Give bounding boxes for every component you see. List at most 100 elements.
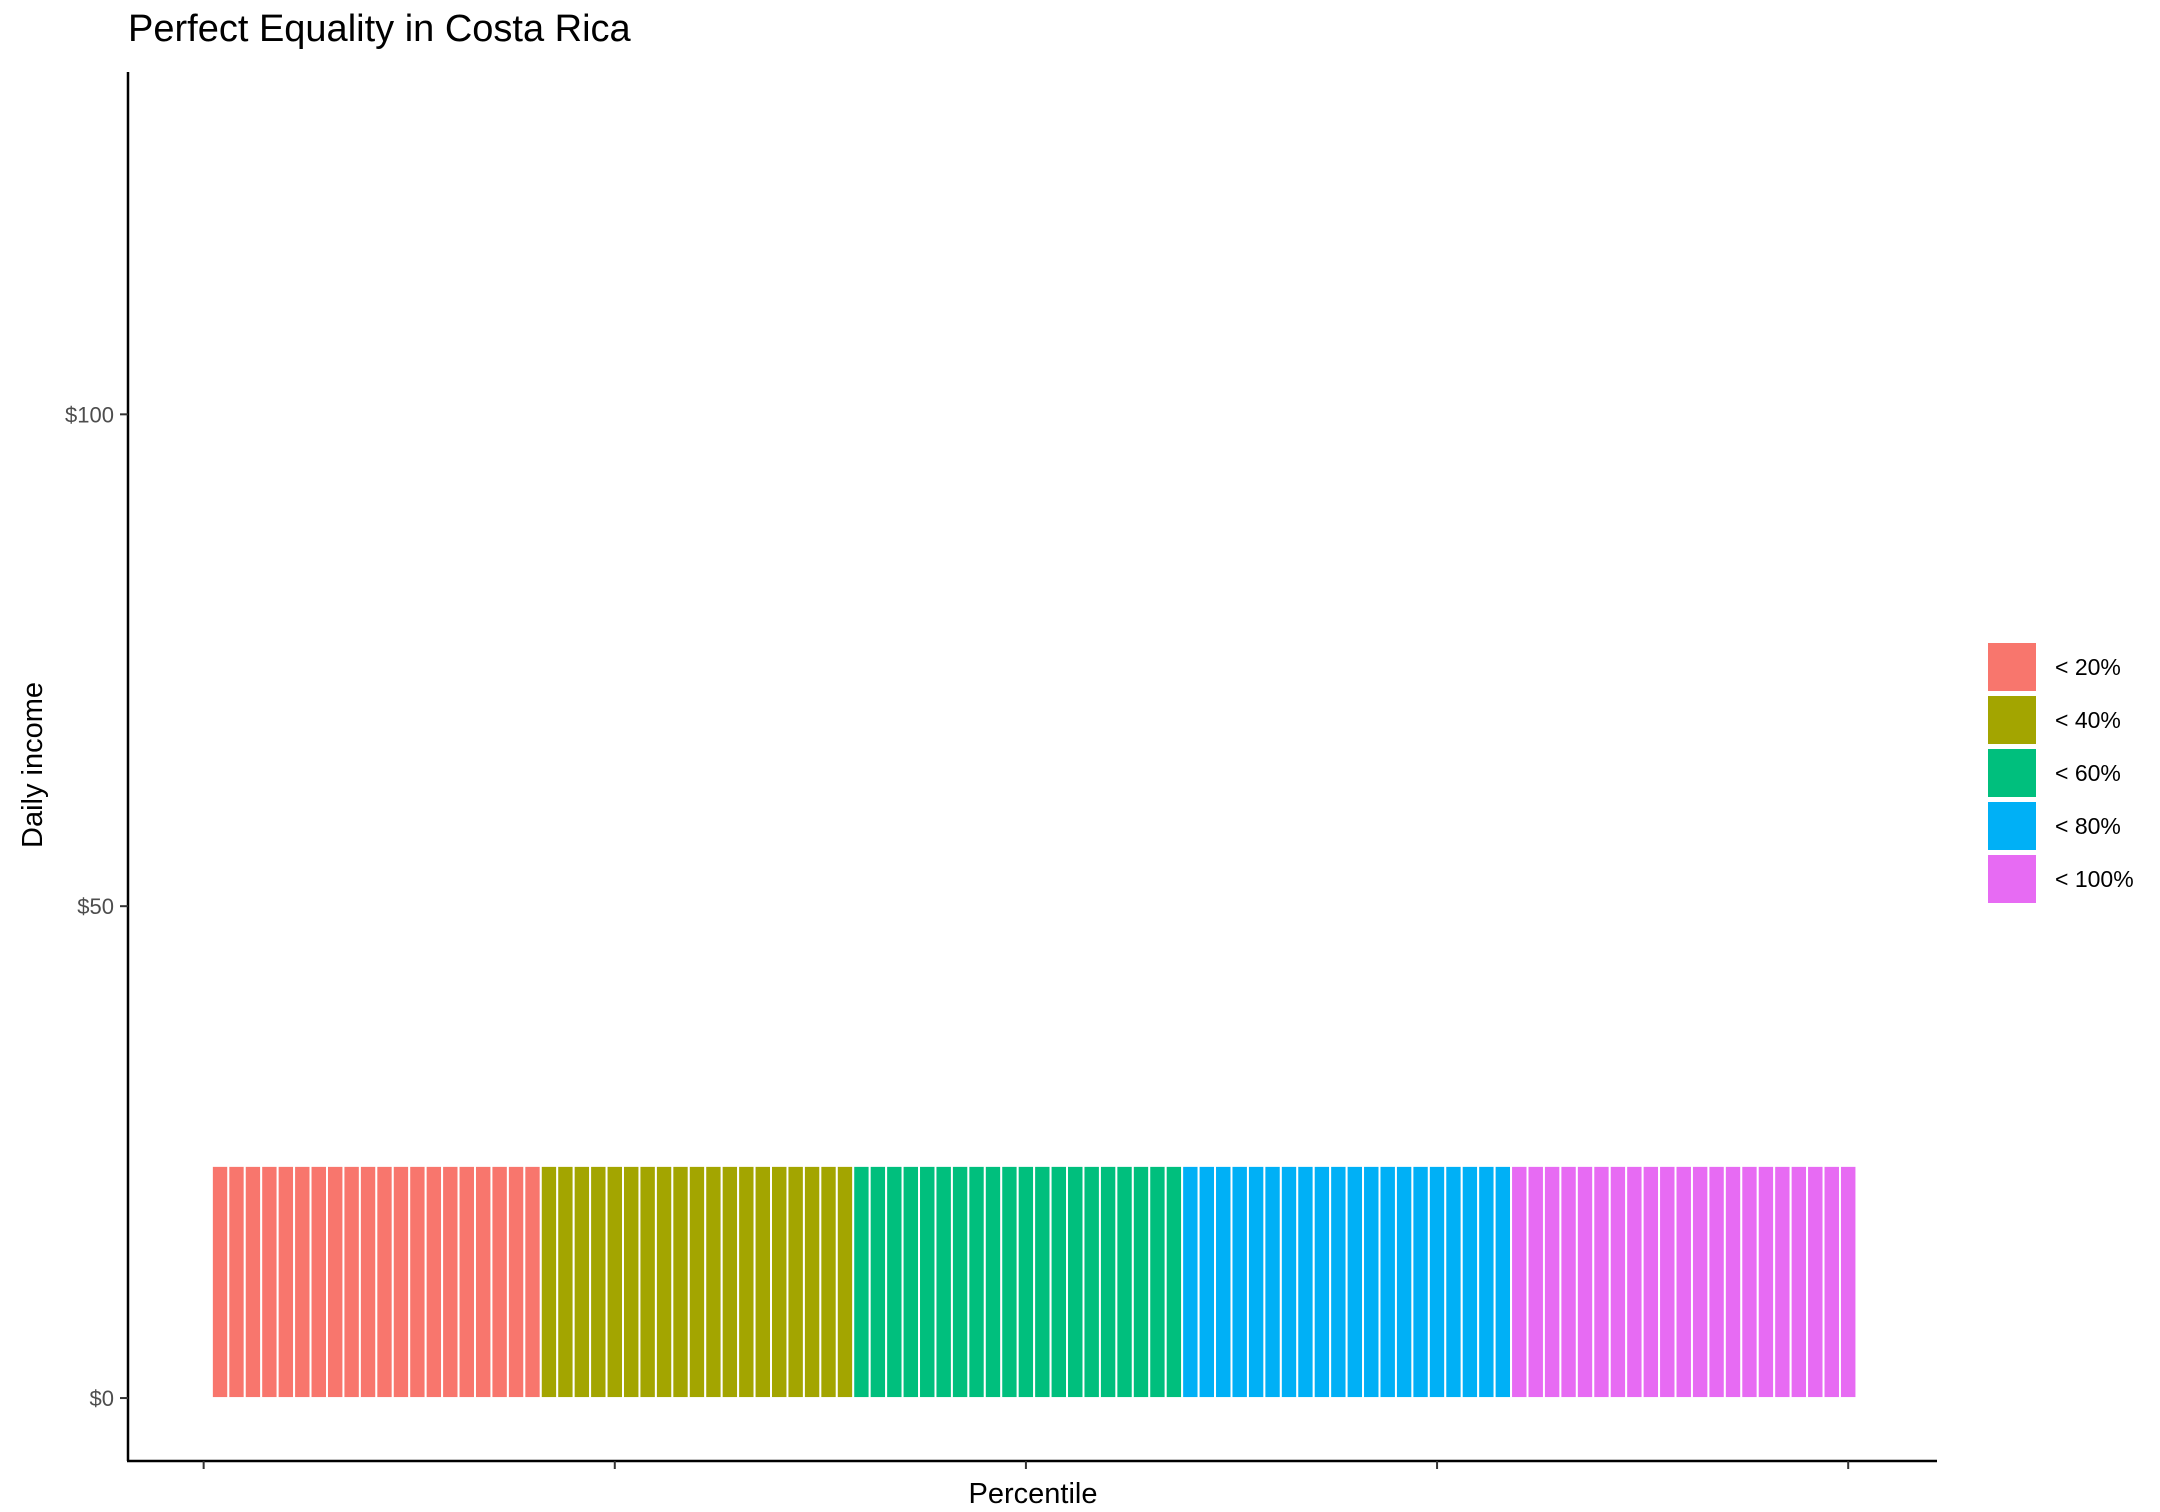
bar-percentile-86 [1608,1164,1628,1400]
bar-percentile-25 [605,1164,624,1400]
bar-percentile-53 [1066,1164,1085,1400]
bar-percentile-43 [901,1164,921,1400]
bar-percentile-65 [1263,1164,1282,1400]
bar-percentile-83 [1559,1164,1578,1400]
bar-percentile-81 [1526,1164,1545,1400]
bar-percentile-82 [1542,1164,1562,1400]
bar-percentile-44 [918,1164,937,1400]
bar-percentile-94 [1740,1164,1759,1400]
bar-percentile-26 [622,1164,641,1400]
legend-label: < 20% [2055,654,2121,680]
bar-percentile-31 [704,1164,723,1400]
bar-percentile-70 [1345,1164,1365,1400]
bar-percentile-99 [1822,1164,1841,1400]
legend-swatch [1988,749,2036,797]
bar-percentile-3 [243,1164,263,1400]
bar-percentile-28 [654,1164,674,1400]
bar-percentile-66 [1279,1164,1299,1400]
bar-percentile-98 [1806,1164,1825,1400]
bar-percentile-54 [1082,1164,1101,1400]
bar-percentile-45 [934,1164,953,1400]
bar-percentile-78 [1477,1164,1496,1400]
y-tick-label: $100 [65,402,114,427]
bar-percentile-68 [1312,1164,1332,1400]
bar-percentile-71 [1362,1164,1381,1400]
bar-percentile-20 [523,1164,542,1400]
bar-percentile-32 [720,1164,740,1400]
bar-percentile-57 [1131,1164,1151,1400]
bar-percentile-7 [309,1164,328,1400]
bar-percentile-84 [1575,1164,1595,1400]
legend-swatch [1988,855,2036,903]
bar-percentile-76 [1444,1164,1463,1400]
bar-percentile-17 [474,1164,493,1400]
y-axis-title: Daily income [17,682,49,848]
bar-percentile-75 [1427,1164,1447,1400]
bar-percentile-39 [835,1164,855,1400]
bar-percentile-37 [802,1164,822,1400]
legend-label: < 40% [2055,707,2121,733]
bar-percentile-16 [457,1164,476,1400]
bar-percentile-92 [1707,1164,1726,1400]
bar-percentile-36 [786,1164,805,1400]
bar-percentile-10 [358,1164,378,1400]
x-ticks-group [202,1461,1850,1469]
bar-percentile-72 [1378,1164,1397,1400]
bar-percentile-35 [770,1164,789,1400]
bar-percentile-93 [1723,1164,1743,1400]
bar-percentile-49 [1000,1164,1019,1400]
bar-percentile-90 [1674,1164,1693,1400]
bar-percentile-100 [1838,1164,1858,1400]
bar-percentile-42 [885,1164,904,1400]
bar-percentile-23 [572,1164,592,1400]
bar-percentile-96 [1773,1164,1792,1400]
bar-percentile-47 [967,1164,986,1400]
bar-percentile-51 [1033,1164,1052,1400]
bar-percentile-1 [210,1164,230,1400]
bar-percentile-59 [1164,1164,1184,1400]
bar-percentile-95 [1756,1164,1776,1400]
bar-percentile-69 [1329,1164,1348,1400]
bar-percentile-73 [1394,1164,1414,1400]
bar-percentile-27 [638,1164,657,1400]
bar-percentile-91 [1690,1164,1710,1400]
bar-percentile-34 [753,1164,773,1400]
x-axis-title: Percentile [969,1478,1098,1510]
bar-percentile-80 [1510,1164,1529,1400]
bar-percentile-18 [490,1164,509,1400]
bar-percentile-77 [1460,1164,1480,1400]
bar-percentile-60 [1181,1164,1200,1400]
bar-percentile-14 [424,1164,444,1400]
legend-swatch [1988,802,2036,850]
bar-percentile-61 [1197,1164,1217,1400]
bar-percentile-33 [737,1164,756,1400]
bar-percentile-12 [391,1164,411,1400]
bar-percentile-87 [1625,1164,1644,1400]
bar-percentile-24 [589,1164,608,1400]
bar-percentile-6 [293,1164,312,1400]
chart-title: Perfect Equality in Costa Rica [128,8,631,50]
legend-label: < 100% [2055,866,2134,892]
bar-percentile-67 [1296,1164,1315,1400]
bar-percentile-97 [1789,1164,1809,1400]
legend-label: < 80% [2055,813,2121,839]
bar-percentile-46 [950,1164,970,1400]
bar-percentile-62 [1214,1164,1233,1400]
bar-percentile-41 [868,1164,888,1400]
bar-percentile-89 [1658,1164,1677,1400]
bar-percentile-50 [1016,1164,1036,1400]
bar-percentile-79 [1493,1164,1513,1400]
bar-percentile-30 [687,1164,707,1400]
bar-percentile-85 [1592,1164,1611,1400]
bar-percentile-58 [1148,1164,1167,1400]
legend-swatch [1988,643,2036,691]
bar-percentile-38 [819,1164,838,1400]
legend-label: < 60% [2055,760,2121,786]
y-tick-label: $50 [77,894,114,919]
y-tick-label: $0 [90,1386,114,1411]
bar-percentile-48 [983,1164,1003,1400]
bar-percentile-63 [1230,1164,1249,1400]
bar-percentile-15 [441,1164,460,1400]
bar-percentile-29 [671,1164,690,1400]
